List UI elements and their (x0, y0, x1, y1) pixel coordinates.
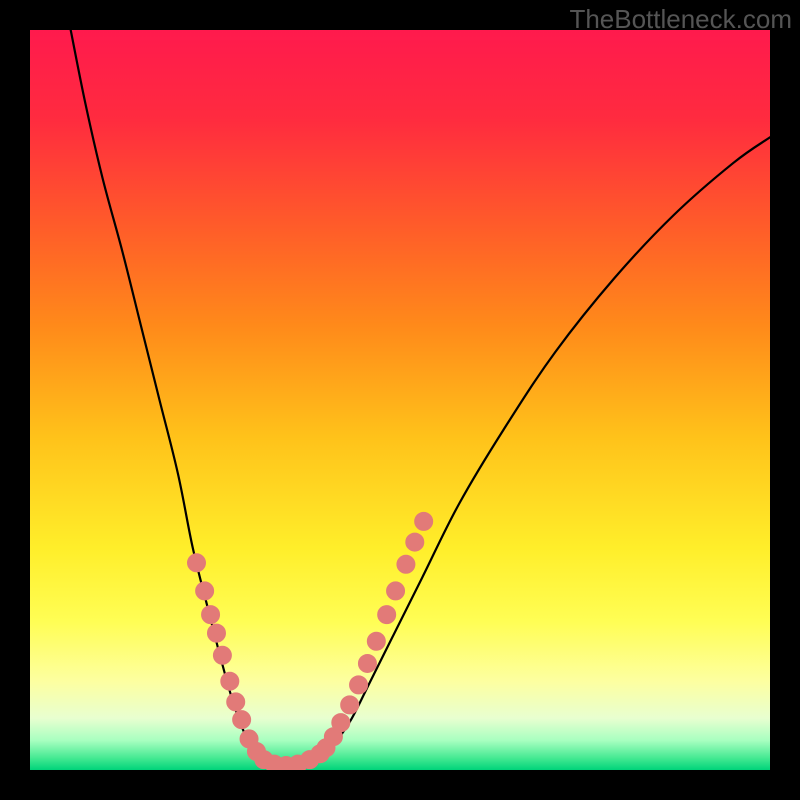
chart-container: TheBottleneck.com (0, 0, 800, 800)
background-gradient (30, 30, 770, 770)
plot-area (30, 30, 770, 770)
